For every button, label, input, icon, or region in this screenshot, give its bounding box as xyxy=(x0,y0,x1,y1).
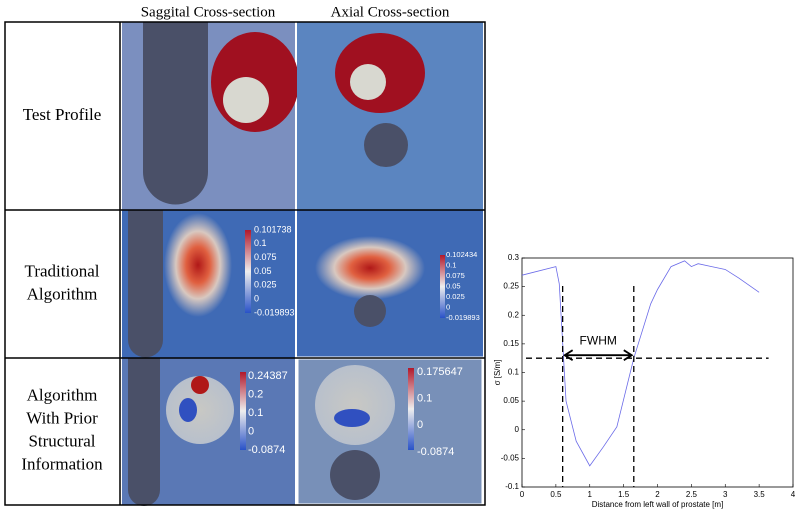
y-tick-label: -0.05 xyxy=(501,453,520,462)
colorbar-label: 0.101738 xyxy=(254,224,292,234)
colorbar-label: 0.05 xyxy=(446,281,461,290)
colorbar-label: -0.019893 xyxy=(446,313,480,322)
column-header: Axial Cross-section xyxy=(331,4,450,20)
y-tick-label: 0.1 xyxy=(508,368,520,377)
colorbar-label: 0.1 xyxy=(417,393,432,405)
y-tick-label: 0.2 xyxy=(508,310,520,319)
row-label: Structural xyxy=(28,431,95,450)
colorbar-label: 0.075 xyxy=(254,252,277,262)
colorbar-label: 0.102434 xyxy=(446,250,477,259)
colorbar-label: 0.075 xyxy=(446,271,465,280)
row-label: Algorithm xyxy=(27,385,98,404)
column-header: Saggital Cross-section xyxy=(141,4,276,20)
colorbar-label: 0.025 xyxy=(446,292,465,301)
y-tick-label: 0.15 xyxy=(503,339,519,348)
x-tick-label: 0.5 xyxy=(550,490,562,499)
y-tick-label: -0.1 xyxy=(505,482,519,491)
fwhm-arrow xyxy=(562,349,634,361)
colorbar-label: 0.05 xyxy=(254,266,272,276)
row-label: Test Profile xyxy=(23,105,102,124)
colorbar-label: 0 xyxy=(248,425,254,437)
x-tick-label: 0 xyxy=(520,490,525,499)
y-tick-label: 0.3 xyxy=(508,253,520,262)
x-tick-label: 3 xyxy=(723,490,728,499)
x-tick-label: 4 xyxy=(791,490,796,499)
data-line xyxy=(521,260,760,467)
colorbar-label: 0.1 xyxy=(248,407,263,419)
annotation: FWHM xyxy=(580,333,617,347)
colorbar-label: -0.019893 xyxy=(254,307,295,317)
x-axis-label: Distance from left wall of prostate [m] xyxy=(592,500,724,509)
y-axis-label: σ [S/m] xyxy=(493,360,502,386)
x-tick-label: 2.5 xyxy=(686,490,698,499)
x-tick-label: 1.5 xyxy=(618,490,630,499)
row-label: Traditional xyxy=(25,261,100,280)
colorbar-label: -0.0874 xyxy=(248,444,285,456)
colorbar-label: 0.1 xyxy=(446,260,456,269)
y-tick-label: 0.05 xyxy=(503,396,519,405)
x-tick-label: 1 xyxy=(588,490,593,499)
colorbar-label: 0.24387 xyxy=(248,370,288,382)
colorbar-label: 0.175647 xyxy=(417,366,463,378)
image-grid xyxy=(4,21,486,507)
y-tick-label: 0.25 xyxy=(503,282,519,291)
colorbar-label: 0 xyxy=(254,294,259,304)
y-tick-label: 0 xyxy=(515,425,520,434)
colorbar-label: -0.0874 xyxy=(417,446,454,458)
colorbar-label: 0.2 xyxy=(248,388,263,400)
colorbar-label: 0 xyxy=(417,419,423,431)
x-tick-label: 2 xyxy=(655,490,660,499)
row-label: With Prior xyxy=(26,408,98,427)
colorbar-label: 0.025 xyxy=(254,280,277,290)
colorbar-label: 0.1 xyxy=(254,238,267,248)
plot-frame xyxy=(521,257,794,488)
row-label: Information xyxy=(21,454,103,473)
colorbar-label: 0 xyxy=(446,302,450,311)
row-label: Algorithm xyxy=(27,284,98,303)
x-tick-label: 3.5 xyxy=(754,490,766,499)
